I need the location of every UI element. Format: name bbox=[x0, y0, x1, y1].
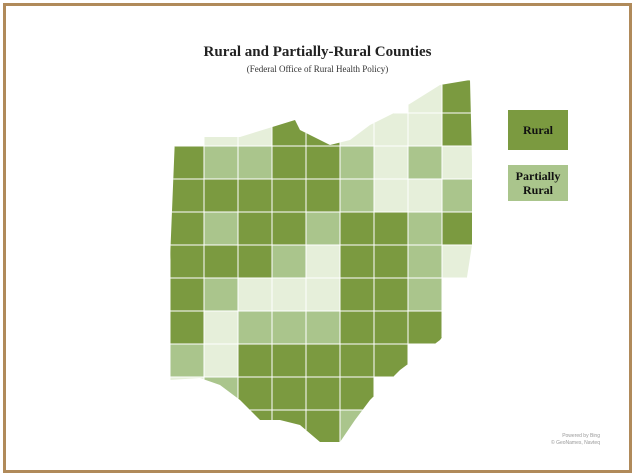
county-rural bbox=[203, 178, 239, 213]
county-rural bbox=[271, 112, 307, 147]
county-partially-rural bbox=[407, 244, 443, 279]
county-non-rural bbox=[373, 145, 409, 180]
county-rural bbox=[170, 244, 205, 279]
county-non-rural bbox=[407, 178, 443, 213]
county-rural bbox=[441, 80, 472, 114]
county-partially-rural bbox=[203, 277, 239, 312]
county-rural bbox=[170, 145, 205, 180]
county-rural bbox=[170, 310, 205, 345]
county-rural bbox=[305, 409, 341, 442]
county-rural bbox=[339, 244, 375, 279]
county-rural bbox=[271, 211, 307, 246]
county-non-rural bbox=[339, 112, 375, 147]
county-rural bbox=[271, 376, 307, 411]
county-rural bbox=[305, 343, 341, 378]
county-rural bbox=[373, 244, 409, 279]
county-non-rural bbox=[237, 277, 273, 312]
county-rural bbox=[441, 112, 472, 147]
county-partially-rural bbox=[441, 178, 472, 213]
county-rural bbox=[373, 343, 409, 378]
county-rural bbox=[339, 376, 375, 411]
county-rural bbox=[237, 178, 273, 213]
county-rural bbox=[170, 277, 205, 312]
county-rural bbox=[305, 145, 341, 180]
county-rural bbox=[203, 244, 239, 279]
county-rural bbox=[271, 178, 307, 213]
map-credit: Powered by Bing © GeoNames, Navteq bbox=[540, 433, 600, 447]
county-partially-rural bbox=[339, 409, 375, 442]
county-rural bbox=[305, 376, 341, 411]
county-rural bbox=[237, 211, 273, 246]
legend-rural: Rural bbox=[508, 110, 568, 150]
county-partially-rural bbox=[237, 310, 273, 345]
county-non-rural bbox=[441, 145, 472, 180]
legend-rural-label: Rural bbox=[523, 123, 553, 137]
county-partially-rural bbox=[339, 145, 375, 180]
county-rural bbox=[339, 277, 375, 312]
county-rural bbox=[373, 310, 409, 345]
county-rural bbox=[271, 409, 307, 442]
county-partially-rural bbox=[271, 310, 307, 345]
county-partially-rural bbox=[407, 145, 443, 180]
county-partially-rural bbox=[237, 145, 273, 180]
county-rural bbox=[373, 211, 409, 246]
county-rural bbox=[305, 178, 341, 213]
county-partially-rural bbox=[170, 343, 205, 378]
county-partially-rural bbox=[305, 310, 341, 345]
county-partially-rural bbox=[305, 211, 341, 246]
county-rural bbox=[339, 343, 375, 378]
county-non-rural bbox=[237, 112, 273, 147]
county-rural bbox=[237, 244, 273, 279]
county-rural bbox=[237, 409, 273, 442]
county-non-rural bbox=[271, 277, 307, 312]
county-rural bbox=[305, 112, 341, 147]
county-non-rural bbox=[203, 343, 239, 378]
county-rural bbox=[271, 145, 307, 180]
county-non-rural bbox=[203, 112, 239, 147]
county-rural bbox=[339, 310, 375, 345]
county-partially-rural bbox=[203, 376, 239, 411]
county-non-rural bbox=[373, 178, 409, 213]
county-partially-rural bbox=[407, 211, 443, 246]
county-non-rural bbox=[203, 310, 239, 345]
county-rural bbox=[441, 211, 472, 246]
county-rural bbox=[237, 376, 273, 411]
county-rural bbox=[237, 343, 273, 378]
credit-powered-by: Powered by Bing bbox=[562, 433, 600, 439]
county-non-rural bbox=[305, 277, 341, 312]
county-partially-rural bbox=[407, 277, 443, 312]
county-non-rural bbox=[407, 112, 443, 147]
map-title: Rural and Partially-Rural Counties bbox=[203, 44, 432, 60]
county-non-rural bbox=[373, 112, 409, 147]
county-non-rural bbox=[441, 244, 472, 279]
county-rural bbox=[407, 310, 443, 345]
county-partially-rural bbox=[203, 211, 239, 246]
county-partially-rural bbox=[203, 145, 239, 180]
county-partially-rural bbox=[339, 178, 375, 213]
map-subtitle: (Federal Office of Rural Health Policy) bbox=[246, 64, 389, 74]
county-partially-rural bbox=[271, 244, 307, 279]
county-non-rural bbox=[407, 80, 443, 114]
county-rural bbox=[373, 277, 409, 312]
county-rural bbox=[170, 211, 205, 246]
credit-copyright: © GeoNames, Navteq bbox=[551, 440, 600, 446]
county-non-rural bbox=[170, 376, 205, 411]
county-rural bbox=[170, 178, 205, 213]
county-rural bbox=[271, 343, 307, 378]
legend-partially-rural: Partially Rural bbox=[508, 165, 568, 201]
county-non-rural bbox=[305, 244, 341, 279]
county-rural bbox=[339, 211, 375, 246]
legend-partial-label: Partially Rural bbox=[515, 169, 561, 197]
